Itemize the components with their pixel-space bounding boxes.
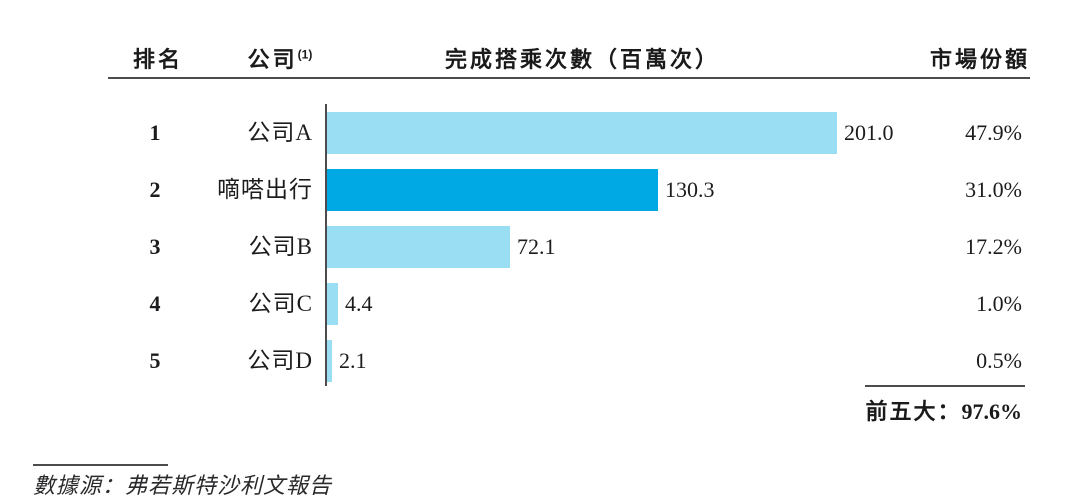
- value-label: 2.1: [339, 348, 367, 373]
- summary-divider: [865, 385, 1025, 387]
- table-row: 1 公司A 201.0 47.9%: [0, 112, 1080, 154]
- y-axis-line: [325, 104, 327, 386]
- table-row: 2 嘀嗒出行 130.3 31.0%: [0, 169, 1080, 211]
- value-label: 72.1: [517, 234, 556, 259]
- value-label: 130.3: [665, 177, 715, 202]
- table-row: 3 公司B 72.1 17.2%: [0, 226, 1080, 268]
- company-cell: 公司B: [248, 234, 313, 259]
- rank-cell: 4: [149, 291, 161, 316]
- share-cell: 1.0%: [976, 291, 1022, 316]
- share-cell: 47.9%: [965, 120, 1022, 145]
- table-row: 4 公司C 4.4 1.0%: [0, 283, 1080, 325]
- share-cell: 0.5%: [976, 348, 1022, 373]
- bar-group: 4.4: [327, 283, 373, 325]
- table-row: 5 公司D 2.1 0.5%: [0, 340, 1080, 382]
- bar: [327, 112, 837, 154]
- bar: [327, 340, 332, 382]
- bar: [327, 169, 658, 211]
- company-cell: 公司A: [247, 120, 313, 145]
- bar: [327, 283, 338, 325]
- bar-group: 130.3: [327, 169, 715, 211]
- top-five-label: 前五大：: [865, 399, 962, 424]
- footnote-divider: [33, 464, 168, 466]
- company-cell: 公司C: [248, 291, 313, 316]
- share-cell: 31.0%: [965, 177, 1022, 202]
- header-rank: 排名: [132, 47, 183, 72]
- value-label: 4.4: [345, 291, 373, 316]
- rank-cell: 2: [149, 177, 161, 202]
- header-rides: 完成搭乘次數（百萬次）: [444, 47, 720, 72]
- company-cell: 公司D: [247, 348, 313, 373]
- header-company: 公司(1): [222, 42, 338, 74]
- bar: [327, 226, 510, 268]
- data-source: 數據源：弗若斯特沙利文報告: [33, 473, 333, 498]
- rank-cell: 1: [149, 120, 161, 145]
- header-divider: [108, 77, 1030, 79]
- rank-cell: 3: [149, 234, 161, 259]
- bar-group: 72.1: [327, 226, 556, 268]
- value-label: 201.0: [844, 120, 894, 145]
- top-five-value: 97.6%: [961, 399, 1023, 424]
- footnote-marker: (1): [297, 47, 313, 62]
- header-company-label: 公司: [247, 47, 298, 72]
- bar-group: 2.1: [327, 340, 367, 382]
- share-cell: 17.2%: [965, 234, 1022, 259]
- rank-cell: 5: [149, 348, 161, 373]
- header-market-share: 市場份額: [929, 47, 1030, 72]
- company-cell: 嘀嗒出行: [217, 177, 313, 202]
- bar-group: 201.0: [327, 112, 894, 154]
- top-five-total: 前五大：97.6%: [865, 394, 1022, 426]
